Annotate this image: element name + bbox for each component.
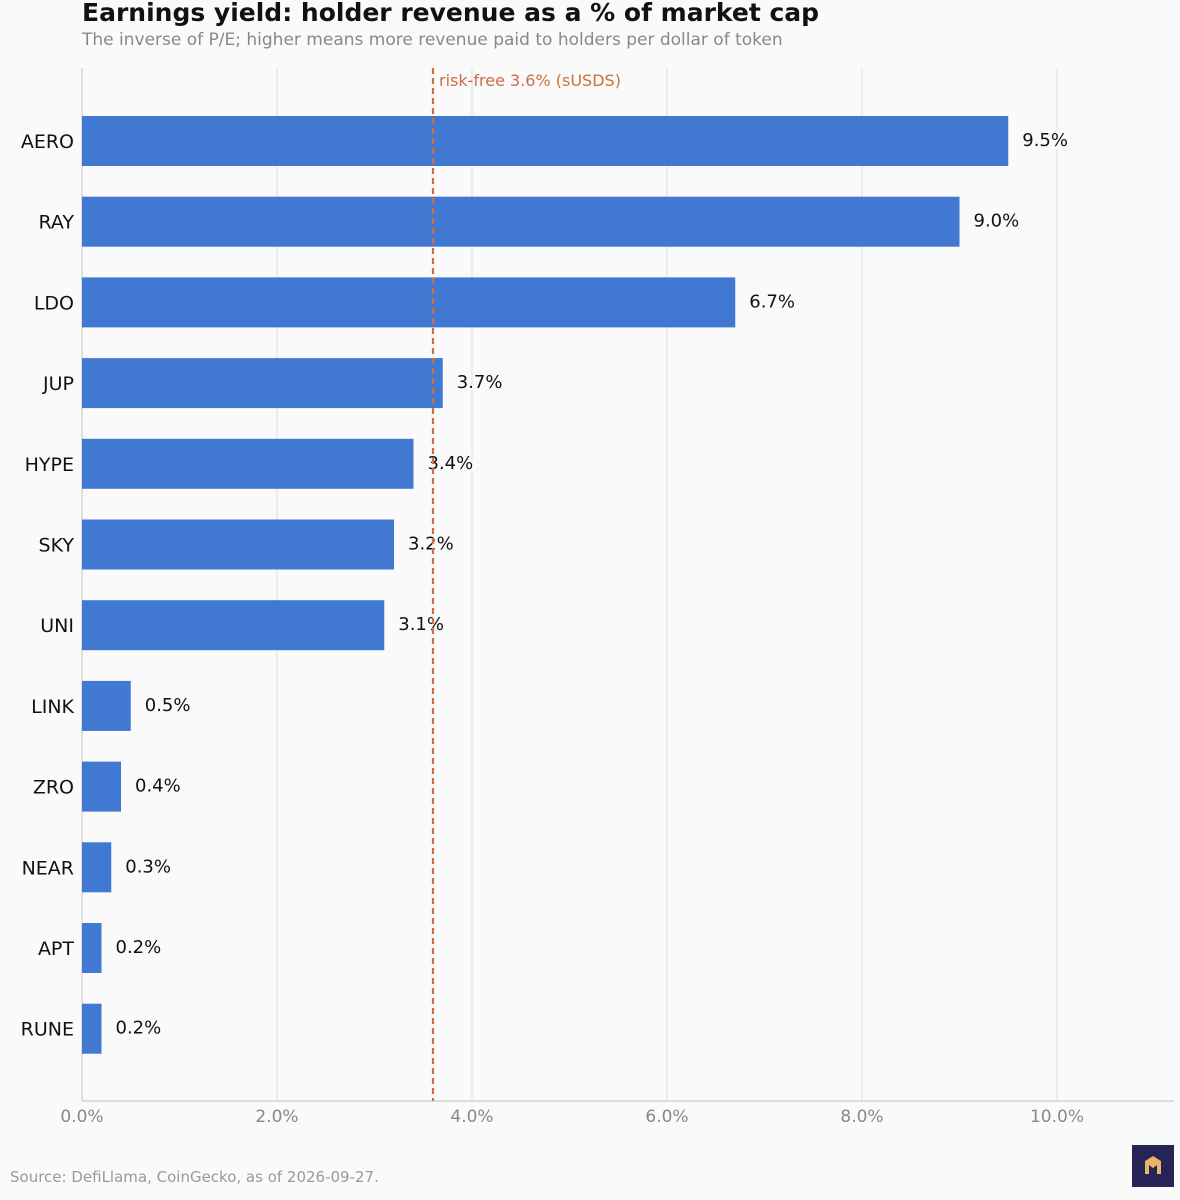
value-label: 3.7% <box>457 372 503 393</box>
category-label: SKY <box>39 535 75 557</box>
bar-aero <box>82 116 1009 166</box>
category-label: NEAR <box>22 857 74 879</box>
value-label: 0.2% <box>116 1018 162 1039</box>
bar-apt <box>82 923 102 973</box>
source-note: Source: DefiLlama, CoinGecko, as of 2026… <box>10 1168 379 1186</box>
value-label: 3.4% <box>428 453 474 474</box>
value-label: 6.7% <box>749 291 795 312</box>
category-label: APT <box>38 938 74 960</box>
x-tick-label: 4.0% <box>450 1107 493 1127</box>
category-label: UNI <box>40 615 74 637</box>
bar-rune <box>82 1003 102 1054</box>
value-label: 0.5% <box>145 695 191 716</box>
category-label: HYPE <box>25 454 74 476</box>
bar-ldo <box>82 277 736 328</box>
chart-title: Earnings yield: holder revenue as a % of… <box>82 0 820 27</box>
bar-near <box>82 842 112 893</box>
value-label: 9.5% <box>1022 130 1068 151</box>
x-tick-label: 6.0% <box>645 1107 688 1127</box>
bar-sky <box>82 519 394 570</box>
category-label: RUNE <box>21 1019 74 1041</box>
category-label: LINK <box>31 696 74 718</box>
bar-zro <box>82 761 121 812</box>
category-label: RAY <box>38 212 74 234</box>
category-label: ZRO <box>33 777 74 799</box>
value-label: 0.2% <box>116 937 162 958</box>
value-label: 9.0% <box>974 211 1020 232</box>
x-tick-label: 10.0% <box>1030 1107 1084 1127</box>
x-tick-label: 8.0% <box>840 1107 883 1127</box>
bar-uni <box>82 600 385 651</box>
category-label: AERO <box>21 131 74 153</box>
value-label: 0.4% <box>135 776 181 797</box>
category-label: JUP <box>42 373 74 395</box>
value-label: 0.3% <box>125 856 171 877</box>
bar-jup <box>82 358 443 409</box>
category-label: LDO <box>34 292 74 314</box>
value-label: 3.2% <box>408 534 454 555</box>
chart-subtitle: The inverse of P/E; higher means more re… <box>82 30 783 50</box>
risk-free-label: risk-free 3.6% (sUSDS) <box>439 71 621 90</box>
x-tick-label: 0.0% <box>60 1107 103 1127</box>
x-tick-label: 2.0% <box>255 1107 298 1127</box>
value-label: 3.1% <box>398 614 444 635</box>
bar-ray <box>82 196 960 247</box>
bar-hype <box>82 438 414 489</box>
m-logo-icon <box>1132 1145 1174 1187</box>
bar-link <box>82 680 131 731</box>
